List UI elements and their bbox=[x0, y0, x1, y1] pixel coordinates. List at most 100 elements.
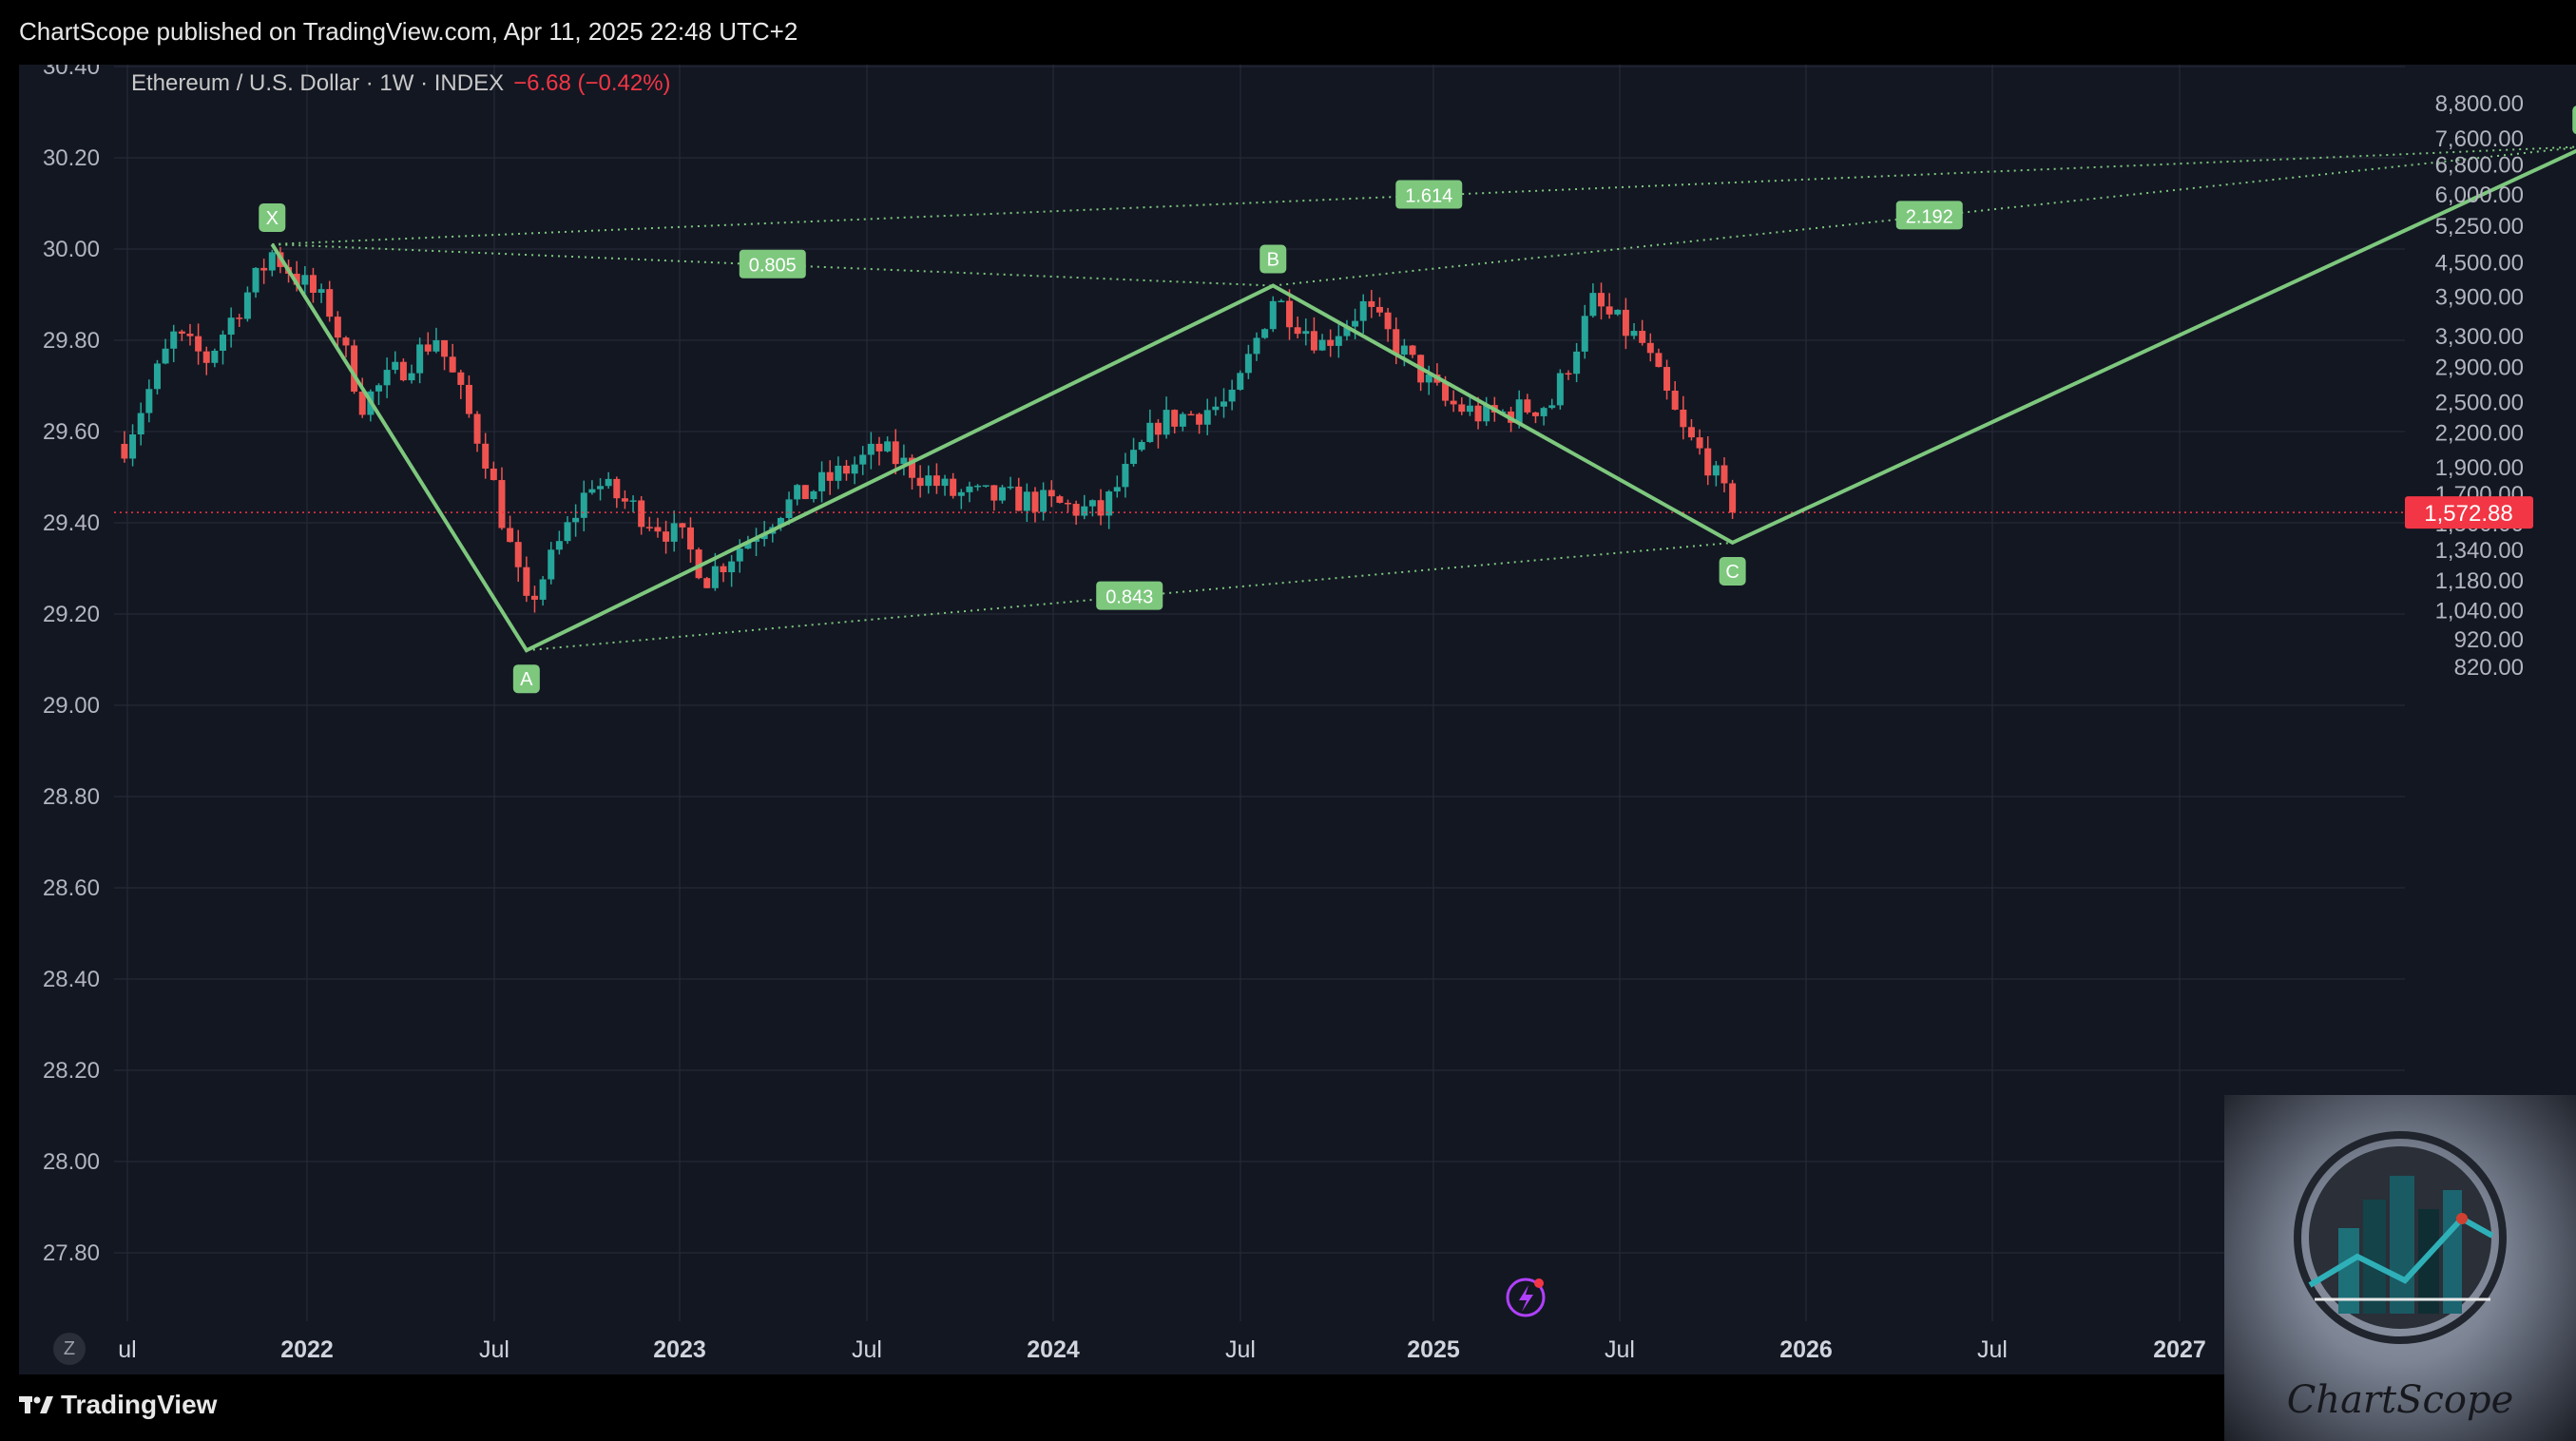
candle-body bbox=[490, 468, 497, 481]
candle-body bbox=[1368, 300, 1375, 307]
candle-body bbox=[1671, 391, 1679, 410]
left-tick-label: 29.20 bbox=[43, 602, 100, 627]
candle-body bbox=[777, 517, 784, 528]
ratio-label: 0.843 bbox=[1105, 587, 1153, 608]
time-tick-label: Jul bbox=[479, 1336, 509, 1363]
candle-body bbox=[1081, 506, 1088, 516]
right-tick-label: 820.00 bbox=[2454, 655, 2524, 681]
candle-body bbox=[1122, 464, 1129, 488]
candle-body bbox=[252, 267, 260, 293]
candle-body bbox=[1483, 405, 1490, 422]
candle-body bbox=[473, 413, 481, 444]
candle-body bbox=[892, 441, 899, 465]
candle-body bbox=[810, 490, 817, 500]
candle-body bbox=[753, 539, 760, 542]
candle-body bbox=[1687, 427, 1695, 438]
candle-body bbox=[875, 443, 883, 452]
right-tick-label: 1,340.00 bbox=[2435, 538, 2524, 564]
last-price-label: 1,572.88 bbox=[2424, 501, 2512, 527]
candle-body bbox=[441, 339, 449, 357]
point-label: X bbox=[266, 208, 279, 229]
time-axis[interactable]: ul 2022 Jul 2023 Jul 2024 Jul 2025 Jul 2026 Jul 202… bbox=[118, 1336, 2489, 1363]
candle-body bbox=[1680, 409, 1687, 428]
candle-body bbox=[1072, 504, 1080, 516]
candle-body bbox=[785, 499, 793, 518]
candle-body bbox=[842, 465, 850, 474]
point-marker[interactable] bbox=[259, 202, 286, 232]
candle-body bbox=[720, 566, 727, 573]
candle-body bbox=[572, 517, 580, 523]
time-tick-label: Jul bbox=[1977, 1336, 2008, 1363]
candle-body bbox=[760, 533, 768, 540]
candle-body bbox=[1712, 465, 1720, 476]
candle-body bbox=[695, 549, 702, 579]
point-marker[interactable] bbox=[512, 664, 540, 694]
candle-body bbox=[605, 478, 612, 487]
candle-body bbox=[1203, 410, 1211, 425]
candle-body bbox=[794, 485, 801, 500]
chartscope-wordmark: ChartScope bbox=[2286, 1378, 2514, 1422]
right-tick-label: 2,500.00 bbox=[2435, 390, 2524, 415]
left-tick-label: 28.80 bbox=[43, 784, 100, 810]
candle-body bbox=[884, 441, 892, 452]
candle-body bbox=[514, 542, 522, 567]
candle-body bbox=[1548, 405, 1556, 409]
ratio-badge bbox=[1096, 581, 1163, 610]
time-tick-label: 2022 bbox=[280, 1336, 334, 1363]
candle-body bbox=[1581, 316, 1588, 352]
candle-body bbox=[1310, 331, 1317, 351]
candle-body bbox=[801, 485, 809, 500]
candle-body bbox=[1442, 382, 1450, 401]
candle-body bbox=[392, 361, 399, 371]
candle-body bbox=[195, 336, 202, 352]
candle-body bbox=[1425, 375, 1432, 383]
ratio-label: 2.192 bbox=[1906, 206, 1953, 227]
lightning-icon[interactable] bbox=[1506, 1278, 1546, 1317]
left-tick-label: 28.00 bbox=[43, 1149, 100, 1175]
candle-body bbox=[1515, 399, 1523, 423]
candle-body bbox=[342, 337, 350, 346]
candle-body bbox=[867, 443, 875, 455]
candle-body bbox=[1663, 367, 1671, 392]
candle-body bbox=[950, 478, 957, 496]
candle-body bbox=[1237, 373, 1244, 390]
time-tick-label: ul bbox=[118, 1336, 136, 1363]
right-axis[interactable]: 8,800.00 7,600.006,800.00 6,000.00 5,250.00… bbox=[2435, 91, 2524, 681]
candle-body bbox=[932, 475, 940, 487]
candle-body bbox=[268, 252, 276, 271]
candle-body bbox=[162, 348, 169, 364]
candle-body bbox=[1466, 405, 1473, 413]
candle-body bbox=[375, 385, 382, 392]
zoom-button[interactable]: Z bbox=[53, 1333, 86, 1365]
point-label: A bbox=[520, 669, 533, 690]
candle-body bbox=[1179, 413, 1186, 427]
point-marker[interactable] bbox=[2572, 106, 2576, 135]
point-marker[interactable] bbox=[1719, 556, 1746, 586]
candle-body bbox=[613, 478, 621, 499]
candle-body bbox=[1261, 329, 1269, 338]
right-tick-label: 8,800.00 bbox=[2435, 91, 2524, 117]
candle-body bbox=[941, 478, 949, 487]
candle-body bbox=[530, 595, 538, 600]
candle-body bbox=[1056, 496, 1064, 503]
candle-body bbox=[966, 486, 973, 492]
candle-body bbox=[1704, 448, 1712, 476]
right-tick-label: 2,200.00 bbox=[2435, 420, 2524, 446]
ratio-label: 0.805 bbox=[749, 256, 797, 277]
tradingview-logo[interactable]: TradingView bbox=[19, 1390, 217, 1420]
candle-body bbox=[416, 344, 424, 374]
candle-body bbox=[1614, 309, 1622, 315]
point-marker[interactable] bbox=[1259, 244, 1287, 274]
candle-body bbox=[317, 289, 325, 294]
point-label: B bbox=[1267, 250, 1279, 271]
candle-body bbox=[1450, 400, 1457, 405]
candle-body bbox=[1352, 320, 1359, 327]
ratio-badge bbox=[1895, 201, 1963, 230]
candle-body bbox=[548, 549, 555, 580]
candle-body bbox=[399, 361, 407, 381]
candle-body bbox=[1409, 345, 1416, 355]
symbol-legend[interactable]: Ethereum / U.S. Dollar · 1W · INDEX −6.68… bbox=[131, 70, 671, 97]
time-tick-label: Jul bbox=[1225, 1336, 1256, 1363]
